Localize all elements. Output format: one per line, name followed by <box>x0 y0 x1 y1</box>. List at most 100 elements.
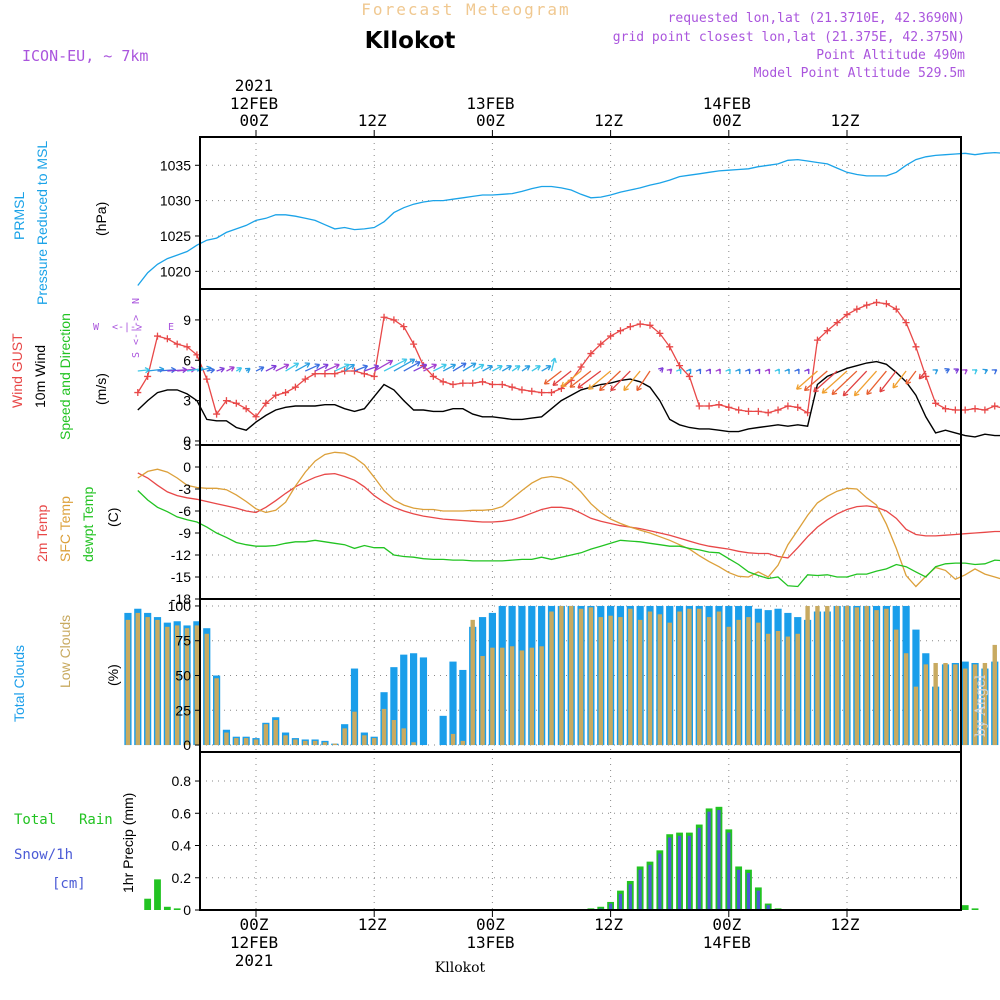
wind-arrow-head <box>794 368 800 375</box>
low-cloud-bar <box>588 607 594 746</box>
y-tick-label: 0.8 <box>172 773 192 789</box>
wind-arrow <box>364 365 379 372</box>
wind-arrow-head <box>441 363 447 370</box>
low-cloud-bar <box>677 611 682 746</box>
low-cloud-bar <box>785 636 791 746</box>
total-precip-bar <box>163 906 171 910</box>
gust-marker <box>429 372 437 380</box>
low-cloud-bar <box>381 708 387 746</box>
low-cloud-bar <box>884 608 889 746</box>
compass-rose: W E <-|-> N S <-|-> <box>93 298 174 358</box>
wind-arrow-head <box>401 358 408 364</box>
gust-marker <box>291 383 299 391</box>
gust-marker <box>813 336 821 344</box>
gust-marker <box>735 406 743 414</box>
gust-marker <box>449 380 457 388</box>
low-cloud-bar <box>726 626 731 746</box>
total-cloud-bar <box>449 661 457 746</box>
wind-arrow-head <box>932 369 939 375</box>
wind-arrow-head <box>892 382 898 389</box>
snow-precip-bar <box>638 869 642 910</box>
cloud-unit: (%) <box>105 664 121 686</box>
snow-precip-bar <box>766 905 770 910</box>
wind-arrow <box>892 370 907 389</box>
gust-marker <box>222 397 230 405</box>
grid-lines <box>200 137 961 911</box>
wind-arrow-head <box>982 368 989 375</box>
wind-arrow <box>265 365 277 372</box>
wind-arrow-head <box>666 368 673 375</box>
wind-arrow-head <box>344 363 350 370</box>
temp-labels: 2m Temp SFC Temp dewpt Temp (C) <box>34 487 121 562</box>
gust-marker <box>262 399 270 407</box>
y-tick-label: 100 <box>168 598 192 614</box>
y-tick-label: 1020 <box>160 263 191 279</box>
gust-marker <box>488 380 496 388</box>
low-cloud-bar <box>135 612 140 746</box>
gust-marker <box>242 405 250 413</box>
wind-arrow-head <box>362 364 369 371</box>
wind-arrow-head <box>745 368 751 375</box>
gust-marker <box>892 305 900 313</box>
gust-marker <box>538 389 546 397</box>
gust-marker <box>971 405 979 413</box>
wind-arrow-head <box>209 367 215 374</box>
low-cloud-bar <box>234 738 239 746</box>
compass-s-label: S <box>131 352 142 358</box>
low-cloud-bar <box>500 647 505 746</box>
gust-marker <box>380 313 388 321</box>
gust-marker <box>754 407 762 415</box>
wind-arrow-head <box>334 363 340 370</box>
x-tick-label-bottom: 13FEB <box>466 933 514 952</box>
wind-arrow <box>918 370 927 380</box>
low-cloud-bar <box>283 735 288 746</box>
gust-marker <box>213 410 221 418</box>
gust-marker <box>331 370 339 378</box>
snow-precip-bar <box>677 835 682 910</box>
wind-arrow-head <box>478 363 485 370</box>
low-cloud-bar <box>332 743 337 746</box>
total-cloud-bar <box>350 668 359 746</box>
gust-marker <box>469 379 477 387</box>
panel-frames <box>195 130 962 917</box>
wind-arrow-head <box>803 385 810 392</box>
y-tick-label: 0.6 <box>172 805 192 821</box>
gust-marker <box>390 316 398 324</box>
wind-arrow <box>482 365 493 372</box>
low-cloud-bar <box>963 668 968 746</box>
pressure-line <box>137 151 1000 286</box>
x-tick-label-top: 12Z <box>594 111 623 130</box>
y-tick-label: 50 <box>175 668 191 684</box>
wind-arrow-head <box>764 368 771 375</box>
x-tick-label-bottom: 12Z <box>358 915 387 934</box>
cloud-label-1: Total Clouds <box>11 645 27 722</box>
low-cloud-bar <box>293 739 298 746</box>
legend-cm: [cm] <box>52 876 86 892</box>
x-tick-label-bottom: 14FEB <box>703 933 751 952</box>
location-title: Kllokot <box>365 28 456 54</box>
gust-marker <box>479 378 487 386</box>
gust-marker <box>498 380 506 388</box>
gust-marker <box>942 405 949 413</box>
low-cloud-bar <box>362 735 367 746</box>
wind-arrow <box>157 369 176 372</box>
gust-marker <box>882 300 890 308</box>
snow-precip-bar <box>727 832 731 910</box>
pressure-label-2: Pressure Reduced to MSL <box>34 141 50 305</box>
wind-arrow <box>541 365 552 372</box>
gust-marker <box>725 403 733 411</box>
gust-marker <box>922 372 930 380</box>
y-tick-label: 0 <box>183 433 191 449</box>
wind-arrow-head <box>623 385 629 392</box>
low-cloud-bar <box>834 605 840 746</box>
wind-arrow-head <box>431 363 437 370</box>
wind-arrow <box>413 363 427 372</box>
wind-arrow <box>442 363 456 372</box>
x-tick-label-bottom: 12FEB <box>230 933 278 952</box>
wind-arrow <box>492 365 503 372</box>
low-cloud-bar <box>864 605 869 746</box>
x-tick-label-bottom: 00Z <box>240 915 269 934</box>
low-cloud-bar <box>401 728 406 746</box>
wind-arrow <box>334 363 350 372</box>
wind-arrow-head <box>460 362 467 368</box>
